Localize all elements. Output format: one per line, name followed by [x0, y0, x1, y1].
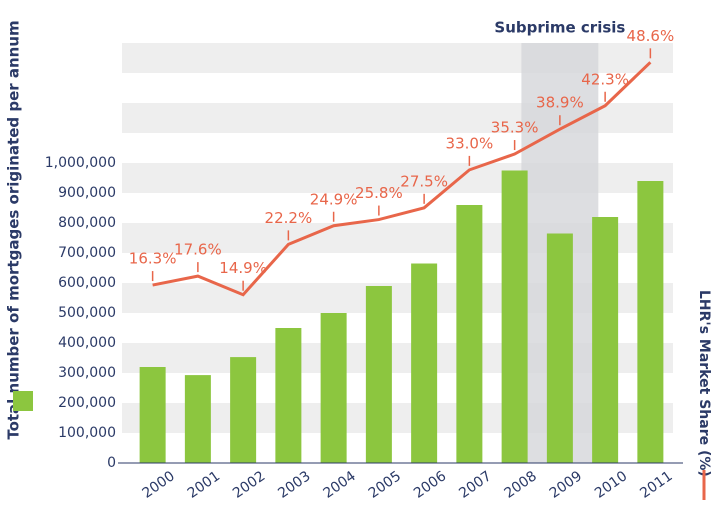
- data-label: 25.8%: [355, 184, 403, 202]
- data-label: 48.6%: [627, 27, 675, 45]
- x-tick-label: 2000: [139, 468, 177, 502]
- bar: [184, 375, 211, 463]
- data-label: 35.3%: [491, 119, 539, 137]
- x-tick-label: 2009: [547, 468, 585, 502]
- y-tick-label: 100,000: [58, 425, 116, 441]
- bar: [230, 357, 257, 463]
- data-label: 24.9%: [310, 190, 358, 208]
- x-tick-label: 2008: [501, 468, 539, 502]
- x-tick-label: 2001: [185, 468, 223, 502]
- data-label: 38.9%: [536, 94, 584, 112]
- bar: [592, 217, 619, 463]
- bar: [501, 170, 528, 463]
- x-tick-label: 2010: [592, 468, 630, 502]
- y-tick-label: 700,000: [58, 245, 116, 261]
- y-tick-label: 500,000: [58, 305, 116, 321]
- bar: [637, 181, 664, 463]
- y-tick-label: 900,000: [58, 185, 116, 201]
- annotation: Subprime crisis: [494, 19, 625, 37]
- data-label: 27.5%: [400, 172, 448, 190]
- bar: [456, 205, 483, 463]
- x-tick-label: 2006: [411, 468, 449, 502]
- y-tick-label: 800,000: [58, 215, 116, 231]
- data-label: 42.3%: [581, 70, 629, 88]
- data-label: 14.9%: [219, 259, 267, 277]
- bar: [546, 233, 573, 463]
- x-tick-label: 2004: [320, 468, 358, 502]
- bar: [365, 286, 392, 463]
- data-label: 17.6%: [174, 241, 222, 259]
- line: [152, 61, 652, 297]
- y2-axis-label: LHR's Market Share (%): [696, 290, 712, 477]
- x-tick-label: 2002: [230, 468, 268, 502]
- x-tick-label: 2005: [366, 468, 404, 502]
- y-tick-label: 400,000: [58, 335, 116, 351]
- bar: [411, 263, 438, 463]
- y-tick-label: 300,000: [58, 365, 116, 381]
- y-tick-label: 600,000: [58, 275, 116, 291]
- bar: [275, 328, 302, 463]
- bar: [139, 367, 166, 463]
- data-label: 33.0%: [446, 134, 494, 152]
- data-label: 22.2%: [265, 209, 313, 227]
- y-tick-label: 1,000,000: [45, 155, 116, 171]
- y-axis-label: Total number of mortgages originated per…: [5, 20, 23, 439]
- x-tick-label: 2011: [637, 468, 675, 502]
- y-tick-label: 0: [107, 455, 116, 471]
- legend-swatch-bars: [13, 391, 33, 411]
- data-label: 16.3%: [129, 250, 177, 268]
- x-tick-label: 2003: [275, 468, 313, 502]
- x-tick-label: 2007: [456, 468, 494, 502]
- y-tick-label: 200,000: [58, 395, 116, 411]
- bar: [320, 313, 347, 463]
